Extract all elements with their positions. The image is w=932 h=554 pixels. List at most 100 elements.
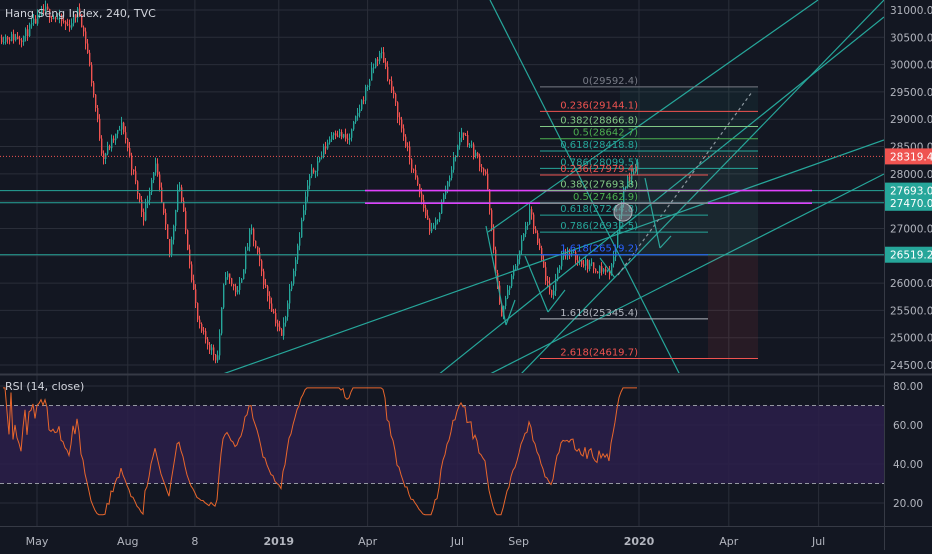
- candle-body[interactable]: [541, 248, 543, 260]
- rsi-line[interactable]: [3, 387, 637, 516]
- candle-body[interactable]: [195, 289, 197, 304]
- candle-body[interactable]: [185, 211, 187, 231]
- candle-body[interactable]: [517, 259, 519, 266]
- candle-body[interactable]: [25, 29, 27, 37]
- candle-body[interactable]: [453, 157, 455, 170]
- projected-move-arrow-head[interactable]: [659, 235, 672, 249]
- candle-body[interactable]: [597, 271, 599, 274]
- forecast-projection[interactable]: [617, 91, 753, 276]
- candle-body[interactable]: [45, 6, 47, 12]
- candle-body[interactable]: [15, 36, 17, 41]
- candle-body[interactable]: [181, 187, 183, 202]
- candle-body[interactable]: [567, 253, 569, 255]
- candle-body[interactable]: [53, 17, 55, 19]
- decline-arrow-head-2[interactable]: [547, 289, 566, 313]
- candle-body[interactable]: [349, 137, 351, 140]
- candle-body[interactable]: [183, 201, 185, 212]
- candle-body[interactable]: [63, 21, 65, 23]
- candle-body[interactable]: [293, 270, 295, 284]
- candle-body[interactable]: [47, 6, 49, 10]
- candle-body[interactable]: [367, 85, 369, 87]
- candle-body[interactable]: [485, 171, 487, 174]
- candle-body[interactable]: [473, 144, 475, 157]
- candle-body[interactable]: [553, 290, 555, 296]
- candle-body[interactable]: [73, 14, 75, 24]
- candle-body[interactable]: [587, 260, 589, 270]
- candle-body[interactable]: [207, 339, 209, 345]
- candle-body[interactable]: [319, 157, 321, 162]
- candle-body[interactable]: [627, 176, 629, 188]
- candle-body[interactable]: [489, 189, 491, 211]
- candle-body[interactable]: [245, 250, 247, 270]
- candle-body[interactable]: [569, 253, 571, 255]
- candle-body[interactable]: [413, 169, 415, 171]
- candle-body[interactable]: [323, 146, 325, 156]
- candle-body[interactable]: [533, 214, 535, 230]
- candle-body[interactable]: [81, 14, 83, 28]
- candle-body[interactable]: [491, 210, 493, 228]
- candle-body[interactable]: [387, 66, 389, 80]
- decline-arrow-segment[interactable]: [485, 225, 507, 326]
- candle-body[interactable]: [3, 41, 5, 43]
- candle-body[interactable]: [241, 279, 243, 283]
- candle-body[interactable]: [251, 229, 253, 231]
- decline-arrow-segment-2[interactable]: [524, 255, 549, 313]
- candle-body[interactable]: [529, 209, 531, 225]
- candle-body[interactable]: [327, 142, 329, 149]
- candle-body[interactable]: [107, 146, 109, 154]
- candle-body[interactable]: [623, 188, 625, 205]
- candle-body[interactable]: [535, 229, 537, 234]
- support-trendline[interactable]: [488, 173, 884, 375]
- candle-body[interactable]: [637, 162, 639, 170]
- candle-body[interactable]: [139, 193, 141, 200]
- candle-body[interactable]: [309, 176, 311, 186]
- candle-body[interactable]: [311, 169, 313, 177]
- candle-body[interactable]: [449, 178, 451, 182]
- candle-body[interactable]: [617, 232, 619, 248]
- candle-body[interactable]: [71, 23, 73, 28]
- candle-body[interactable]: [177, 189, 179, 210]
- candle-body[interactable]: [267, 286, 269, 297]
- candle-body[interactable]: [359, 109, 361, 113]
- candle-body[interactable]: [187, 230, 189, 250]
- candle-body[interactable]: [619, 215, 621, 233]
- candle-body[interactable]: [351, 129, 353, 138]
- candle-body[interactable]: [373, 67, 375, 69]
- candle-body[interactable]: [79, 8, 81, 15]
- candle-body[interactable]: [57, 18, 59, 20]
- candle-body[interactable]: [249, 229, 251, 247]
- candle-body[interactable]: [259, 252, 261, 261]
- candle-body[interactable]: [427, 215, 429, 220]
- candle-body[interactable]: [625, 187, 627, 189]
- candle-body[interactable]: [271, 303, 273, 312]
- candle-body[interactable]: [265, 284, 267, 287]
- candle-body[interactable]: [383, 52, 385, 63]
- candle-body[interactable]: [111, 138, 113, 149]
- candle-body[interactable]: [11, 34, 13, 41]
- candle-body[interactable]: [211, 347, 213, 351]
- candle-body[interactable]: [213, 347, 215, 355]
- candle-body[interactable]: [17, 36, 19, 40]
- candle-body[interactable]: [269, 296, 271, 304]
- candle-body[interactable]: [201, 324, 203, 331]
- candle-body[interactable]: [171, 239, 173, 255]
- candle-body[interactable]: [119, 129, 121, 131]
- candle-body[interactable]: [149, 191, 151, 201]
- candle-body[interactable]: [103, 153, 105, 159]
- candle-body[interactable]: [203, 330, 205, 332]
- candle-body[interactable]: [135, 171, 137, 182]
- candle-body[interactable]: [415, 170, 417, 178]
- candle-body[interactable]: [331, 135, 333, 140]
- candle-body[interactable]: [601, 266, 603, 272]
- candle-body[interactable]: [9, 39, 11, 41]
- channel-line-lower[interactable]: [220, 139, 884, 375]
- candle-body[interactable]: [481, 166, 483, 169]
- candle-body[interactable]: [93, 82, 95, 95]
- candle-body[interactable]: [391, 80, 393, 91]
- candle-body[interactable]: [239, 282, 241, 290]
- candle-body[interactable]: [365, 86, 367, 101]
- candle-body[interactable]: [257, 246, 259, 253]
- candle-body[interactable]: [101, 138, 103, 154]
- candle-body[interactable]: [193, 280, 195, 290]
